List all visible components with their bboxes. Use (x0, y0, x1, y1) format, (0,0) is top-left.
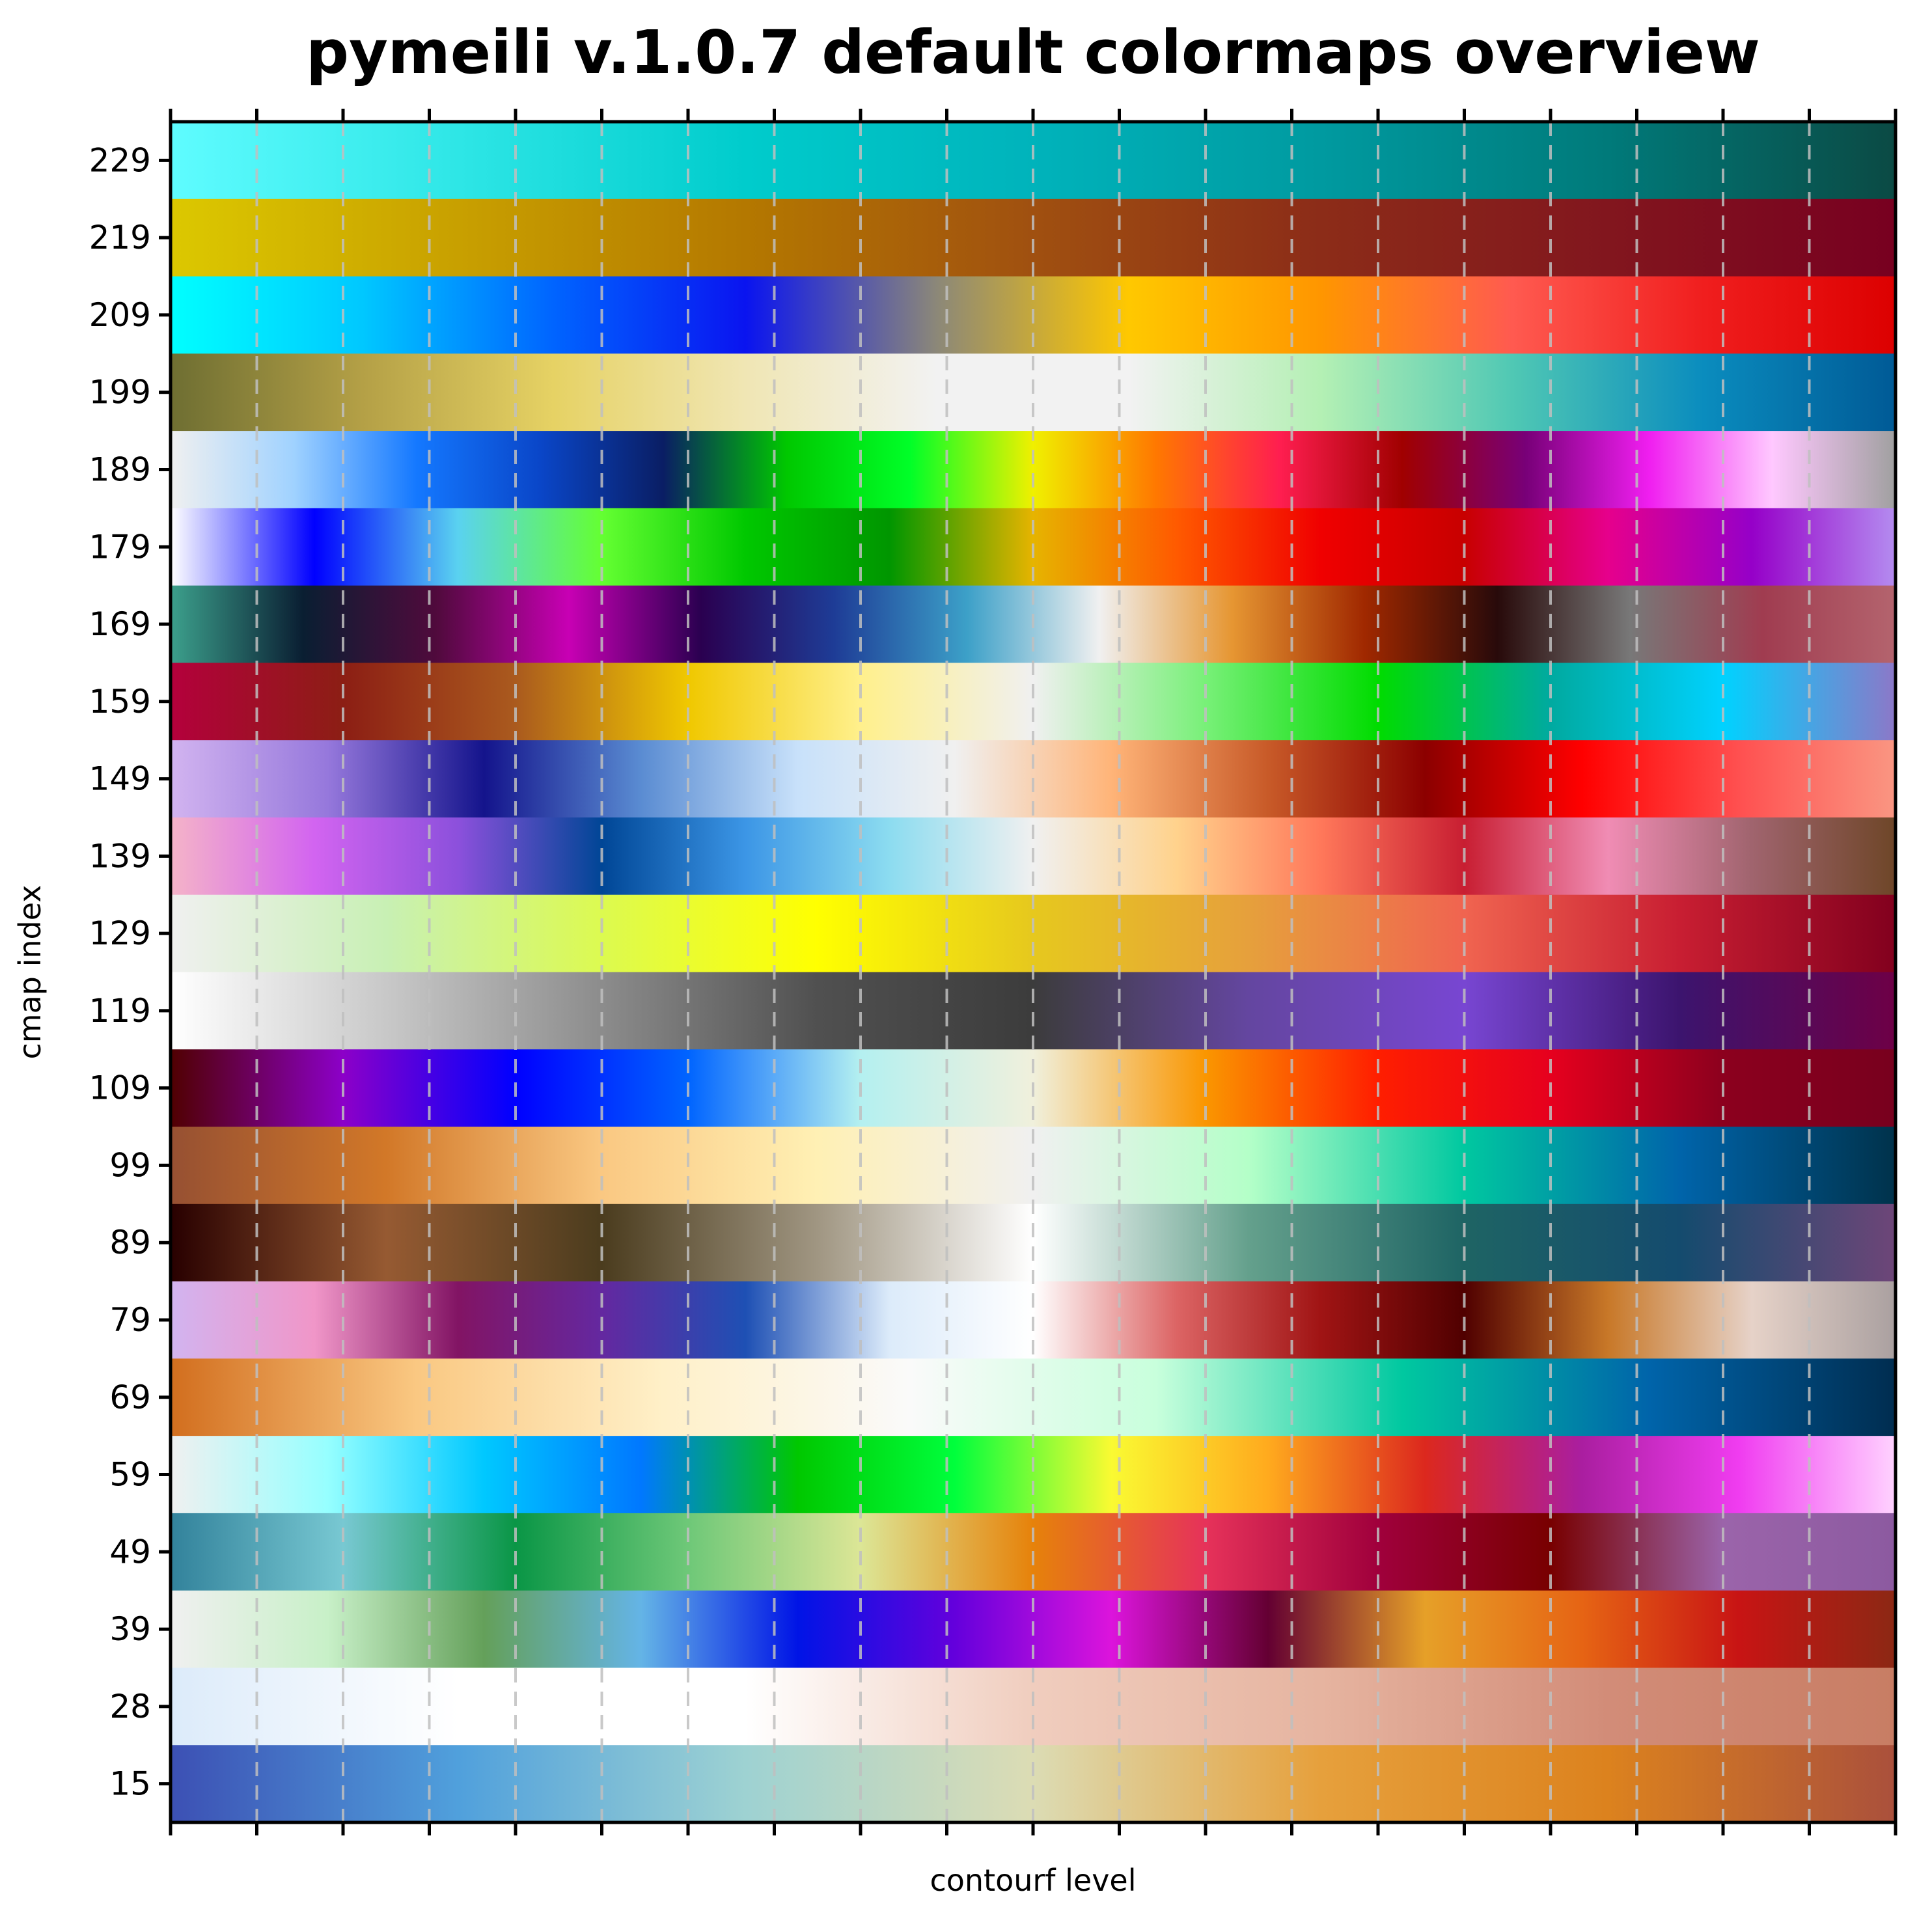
y-tick-label: 79 (109, 1301, 151, 1339)
colormap-row (171, 1436, 1896, 1514)
grid-lines (255, 122, 1811, 1822)
y-tick-label: 229 (89, 141, 151, 179)
y-tick-label: 15 (109, 1765, 151, 1803)
y-tick-label: 139 (89, 837, 151, 875)
y-tick-label: 209 (89, 296, 151, 334)
y-tick-label: 49 (109, 1533, 151, 1571)
chart-title: pymeili v.1.0.7 default colormaps overvi… (306, 18, 1760, 87)
y-tick-label: 169 (89, 605, 151, 643)
y-tick-label: 89 (109, 1224, 151, 1261)
colormap-row (171, 431, 1896, 509)
y-tick-label: 199 (89, 374, 151, 411)
y-tick-label: 109 (89, 1069, 151, 1107)
colormap-row (171, 1203, 1896, 1282)
y-ticks: 229 219 209 199 189 179 169 159 149 139 129 119 109 9… (89, 141, 171, 1803)
y-tick-label: 39 (109, 1610, 151, 1648)
x-ticks (169, 109, 1898, 1835)
y-tick-label: 149 (89, 760, 151, 798)
y-tick-label: 179 (89, 528, 151, 566)
y-tick-label: 159 (89, 683, 151, 721)
y-tick-label: 99 (109, 1146, 151, 1184)
colormap-row (171, 663, 1896, 741)
y-tick-label: 59 (109, 1456, 151, 1494)
y-axis-label: cmap index (12, 885, 48, 1060)
x-axis-label: contourf level (930, 1863, 1136, 1898)
y-tick-label: 219 (89, 219, 151, 256)
y-tick-label: 69 (109, 1379, 151, 1416)
y-tick-label: 189 (89, 450, 151, 488)
y-tick-label: 129 (89, 914, 151, 952)
y-tick-label: 28 (109, 1688, 151, 1725)
y-tick-label: 119 (89, 992, 151, 1030)
